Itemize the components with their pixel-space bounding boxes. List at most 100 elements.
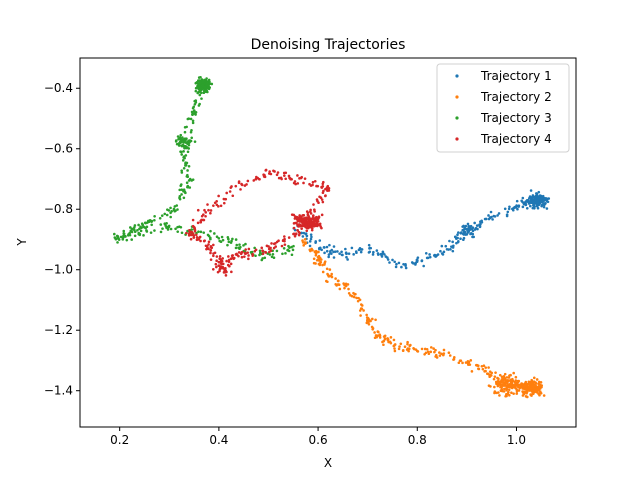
data-point (515, 205, 518, 208)
data-point (334, 282, 338, 286)
data-point (541, 194, 545, 198)
data-point (445, 247, 449, 251)
data-point (169, 206, 172, 210)
data-point (433, 350, 436, 354)
data-point (444, 244, 448, 248)
data-point (194, 101, 198, 104)
data-point (529, 393, 532, 396)
data-point (542, 200, 545, 203)
data-point (378, 336, 382, 339)
data-point (382, 343, 385, 347)
data-point (262, 173, 265, 176)
data-point (294, 232, 298, 235)
data-point (439, 249, 442, 253)
data-point (395, 262, 398, 266)
data-point (535, 378, 539, 381)
data-point (329, 249, 332, 253)
data-point (527, 385, 531, 389)
data-point (507, 390, 510, 394)
data-point (181, 159, 185, 162)
data-point (190, 136, 194, 140)
data-point (132, 228, 136, 232)
data-point (180, 171, 184, 174)
data-point (207, 240, 211, 244)
data-point (404, 266, 408, 270)
data-point (261, 249, 264, 252)
data-point (497, 377, 500, 381)
data-point (263, 175, 267, 179)
data-point (186, 117, 190, 121)
data-point (224, 266, 227, 270)
data-point (260, 246, 264, 250)
data-point (320, 185, 323, 189)
data-point (306, 211, 310, 214)
data-point (442, 352, 446, 355)
data-point (217, 205, 220, 208)
data-point (185, 181, 189, 185)
data-point (264, 250, 267, 254)
data-point (318, 257, 321, 261)
data-point (321, 270, 325, 274)
data-point (461, 232, 465, 236)
data-point (125, 238, 129, 242)
data-point (532, 376, 536, 380)
data-point (210, 82, 214, 86)
data-point (536, 206, 540, 210)
data-point (124, 235, 127, 238)
data-point (517, 379, 521, 383)
data-point (254, 177, 258, 181)
data-point (310, 235, 313, 239)
data-point (227, 255, 230, 258)
data-point (320, 248, 323, 252)
data-point (222, 197, 226, 201)
data-point (189, 130, 193, 134)
data-point (391, 258, 394, 262)
data-point (301, 241, 305, 244)
data-point (275, 249, 279, 253)
data-point (139, 225, 142, 229)
data-point (524, 387, 528, 390)
data-point (311, 180, 315, 184)
data-point (268, 170, 271, 173)
data-point (165, 226, 168, 229)
data-point (234, 238, 238, 241)
data-point (284, 177, 287, 181)
data-point (376, 253, 380, 256)
data-point (193, 140, 197, 143)
data-point (545, 207, 549, 210)
data-point (527, 200, 530, 204)
data-point (215, 259, 218, 263)
data-point (321, 263, 324, 267)
data-point (423, 347, 427, 351)
data-point (476, 227, 479, 231)
data-point (318, 239, 322, 242)
data-point (359, 314, 362, 317)
data-point (258, 249, 262, 253)
data-point (490, 371, 494, 375)
data-point (531, 194, 535, 197)
data-point (367, 323, 371, 326)
data-point (304, 232, 308, 235)
data-point (190, 110, 194, 114)
data-point (496, 214, 499, 217)
data-point (170, 209, 173, 213)
data-point (209, 209, 213, 212)
data-point (432, 254, 436, 257)
data-point (481, 367, 485, 371)
data-point (538, 390, 542, 393)
data-point (130, 238, 134, 241)
data-point (282, 247, 286, 250)
x-axis-label: X (324, 456, 332, 470)
data-point (219, 204, 223, 208)
data-point (521, 382, 524, 386)
data-point (186, 175, 190, 179)
legend-label: Trajectory 1 (480, 69, 552, 83)
data-point (401, 349, 405, 352)
data-point (480, 364, 484, 368)
data-point (232, 256, 236, 260)
data-point (114, 236, 117, 240)
data-point (215, 235, 219, 238)
data-point (531, 384, 534, 387)
data-point (199, 86, 202, 89)
data-point (450, 245, 453, 248)
